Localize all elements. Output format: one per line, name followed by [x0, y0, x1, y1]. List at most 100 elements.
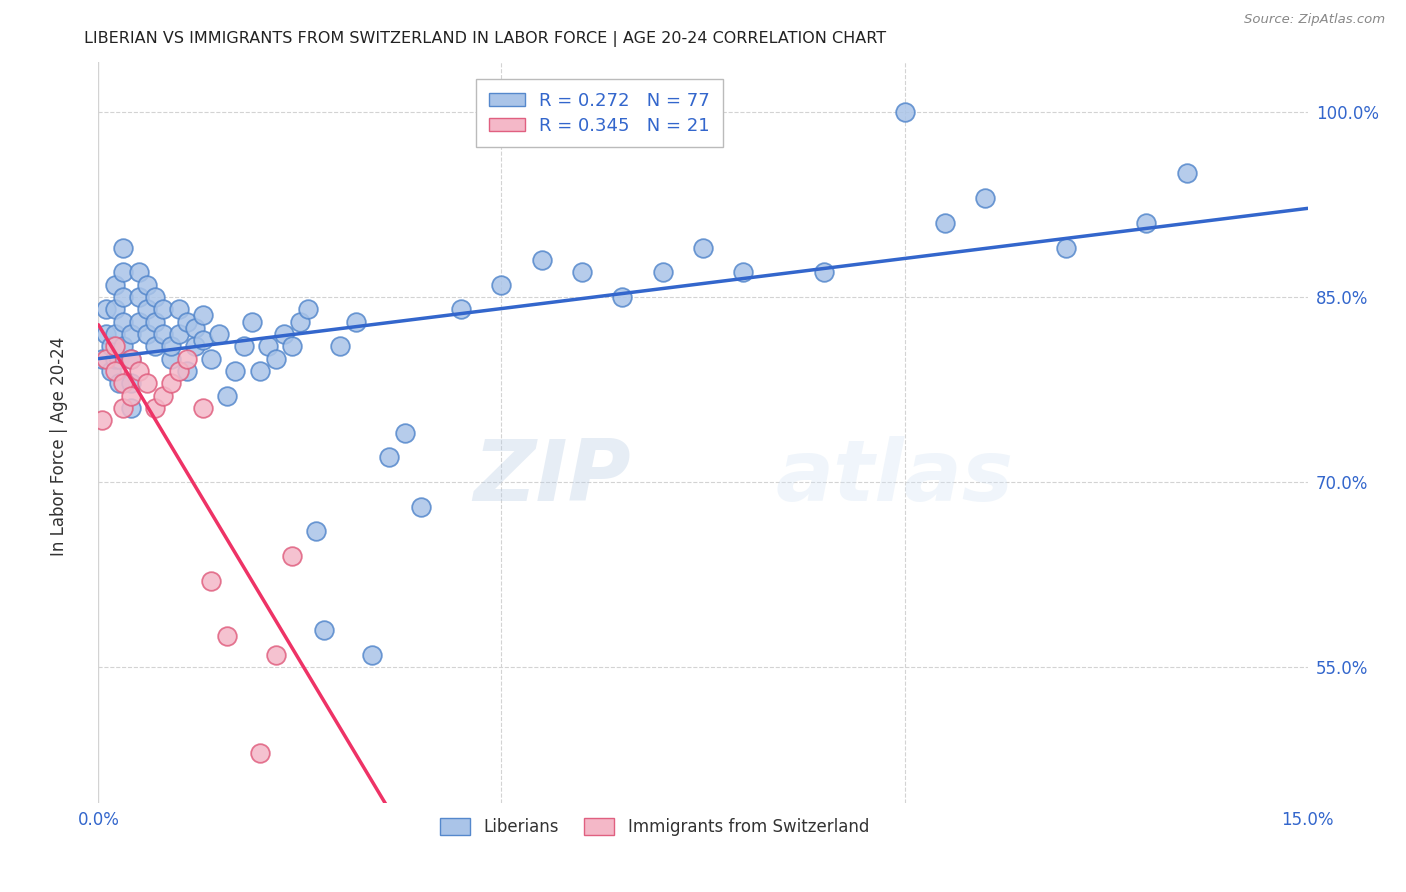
- Point: [143, 290, 166, 304]
- Point: [1175, 167, 1198, 181]
- Point: [974, 191, 997, 205]
- Point: [135, 277, 157, 292]
- Point: [120, 326, 142, 341]
- Point: [103, 339, 125, 353]
- Point: [530, 252, 553, 267]
- Point: [240, 315, 263, 329]
- Point: [103, 326, 125, 341]
- Point: [152, 326, 174, 341]
- Point: [264, 351, 287, 366]
- Point: [111, 401, 134, 415]
- Point: [160, 376, 183, 391]
- Point: [651, 265, 673, 279]
- Point: [111, 265, 134, 279]
- Point: [160, 339, 183, 353]
- Point: [193, 309, 215, 323]
- Point: [96, 326, 118, 341]
- Point: [120, 351, 142, 366]
- Point: [377, 450, 399, 465]
- Point: [120, 401, 142, 415]
- Point: [281, 339, 304, 353]
- Point: [571, 265, 593, 279]
- Point: [193, 401, 215, 415]
- Point: [96, 302, 118, 317]
- Point: [167, 364, 190, 378]
- Text: In Labor Force | Age 20-24: In Labor Force | Age 20-24: [51, 336, 67, 556]
- Point: [91, 351, 114, 366]
- Point: [120, 389, 142, 403]
- Point: [143, 339, 166, 353]
- Point: [96, 351, 118, 366]
- Point: [143, 315, 166, 329]
- Point: [111, 240, 134, 255]
- Point: [103, 364, 125, 378]
- Point: [143, 401, 166, 415]
- Point: [934, 216, 956, 230]
- Point: [167, 302, 190, 317]
- Point: [128, 290, 150, 304]
- Point: [491, 277, 513, 292]
- Point: [1135, 216, 1157, 230]
- Point: [450, 302, 472, 317]
- Point: [409, 500, 432, 514]
- Point: [314, 623, 336, 637]
- Point: [103, 351, 125, 366]
- Point: [217, 629, 239, 643]
- Point: [264, 648, 287, 662]
- Point: [612, 290, 634, 304]
- Point: [329, 339, 352, 353]
- Point: [128, 265, 150, 279]
- Point: [128, 364, 150, 378]
- Point: [100, 364, 122, 378]
- Point: [103, 277, 125, 292]
- Point: [100, 339, 122, 353]
- Point: [107, 376, 129, 391]
- Text: atlas: atlas: [776, 435, 1014, 518]
- Legend: Liberians, Immigrants from Switzerland: Liberians, Immigrants from Switzerland: [433, 811, 876, 843]
- Point: [193, 333, 215, 347]
- Point: [733, 265, 755, 279]
- Point: [361, 648, 384, 662]
- Point: [893, 104, 915, 119]
- Point: [249, 364, 271, 378]
- Text: ZIP: ZIP: [472, 435, 630, 518]
- Point: [813, 265, 835, 279]
- Point: [217, 389, 239, 403]
- Point: [176, 351, 198, 366]
- Point: [160, 351, 183, 366]
- Point: [111, 315, 134, 329]
- Point: [184, 320, 207, 334]
- Point: [107, 351, 129, 366]
- Point: [111, 339, 134, 353]
- Point: [111, 290, 134, 304]
- Point: [120, 351, 142, 366]
- Point: [135, 376, 157, 391]
- Point: [344, 315, 367, 329]
- Point: [176, 364, 198, 378]
- Point: [1054, 240, 1077, 255]
- Point: [208, 326, 231, 341]
- Point: [184, 339, 207, 353]
- Point: [232, 339, 254, 353]
- Point: [692, 240, 714, 255]
- Point: [249, 747, 271, 761]
- Point: [281, 549, 304, 563]
- Point: [152, 389, 174, 403]
- Point: [305, 524, 328, 539]
- Point: [297, 302, 319, 317]
- Point: [103, 302, 125, 317]
- Point: [152, 302, 174, 317]
- Point: [111, 376, 134, 391]
- Point: [167, 326, 190, 341]
- Point: [273, 326, 295, 341]
- Point: [120, 376, 142, 391]
- Text: Source: ZipAtlas.com: Source: ZipAtlas.com: [1244, 13, 1385, 27]
- Point: [128, 315, 150, 329]
- Point: [256, 339, 278, 353]
- Point: [394, 425, 416, 440]
- Point: [200, 351, 222, 366]
- Point: [200, 574, 222, 588]
- Text: LIBERIAN VS IMMIGRANTS FROM SWITZERLAND IN LABOR FORCE | AGE 20-24 CORRELATION C: LIBERIAN VS IMMIGRANTS FROM SWITZERLAND …: [84, 31, 887, 47]
- Point: [135, 302, 157, 317]
- Point: [91, 413, 114, 427]
